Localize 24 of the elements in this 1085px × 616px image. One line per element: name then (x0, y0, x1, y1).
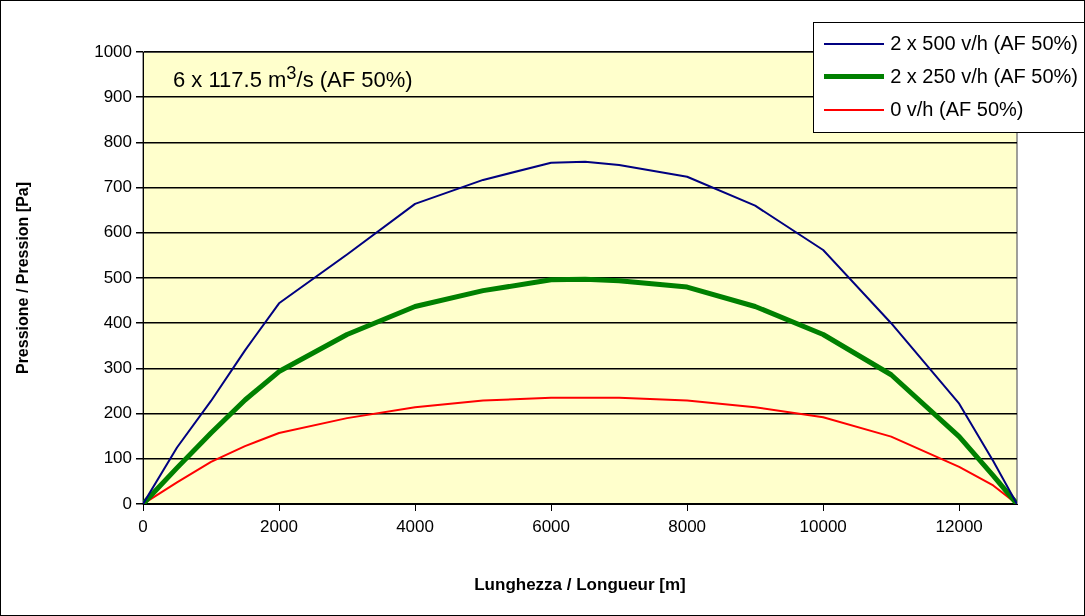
legend-label: 0 v/h (AF 50%) (890, 98, 1024, 121)
y-tick-label: 200 (103, 403, 132, 423)
y-tick-label: 500 (103, 267, 132, 287)
x-tick-label: 10000 (799, 516, 847, 536)
annotation: 6 x 117.5 m$^{3}$/s (AF 50%) (173, 62, 413, 94)
y-tick-label: 700 (103, 177, 132, 197)
x-axis-title: Lunghezza / Longueur [m] (474, 575, 686, 595)
y-tick-label: 1000 (94, 41, 132, 61)
x-tick-label: 6000 (532, 516, 571, 536)
y-tick-label: 300 (103, 358, 132, 378)
x-tick-label: 0 (138, 516, 148, 536)
legend-label: 2 x 250 v/h (AF 50%) (890, 65, 1078, 88)
x-tick-label: 8000 (668, 516, 707, 536)
x-tick-label: 12000 (935, 516, 983, 536)
y-axis-title: Pressione / Pression [Pa] (14, 181, 32, 375)
x-tick-label: 4000 (396, 516, 434, 536)
y-tick-label: 0 (122, 493, 132, 513)
y-tick-label: 100 (103, 448, 132, 468)
y-tick-label: 900 (103, 86, 132, 106)
legend-label: 2 x 500 v/h (AF 50%) (890, 32, 1078, 55)
y-tick-label: 600 (103, 222, 132, 242)
y-tick-label: 800 (103, 132, 132, 152)
x-tick-label: 2000 (260, 516, 298, 536)
y-tick-label: 400 (103, 312, 132, 332)
